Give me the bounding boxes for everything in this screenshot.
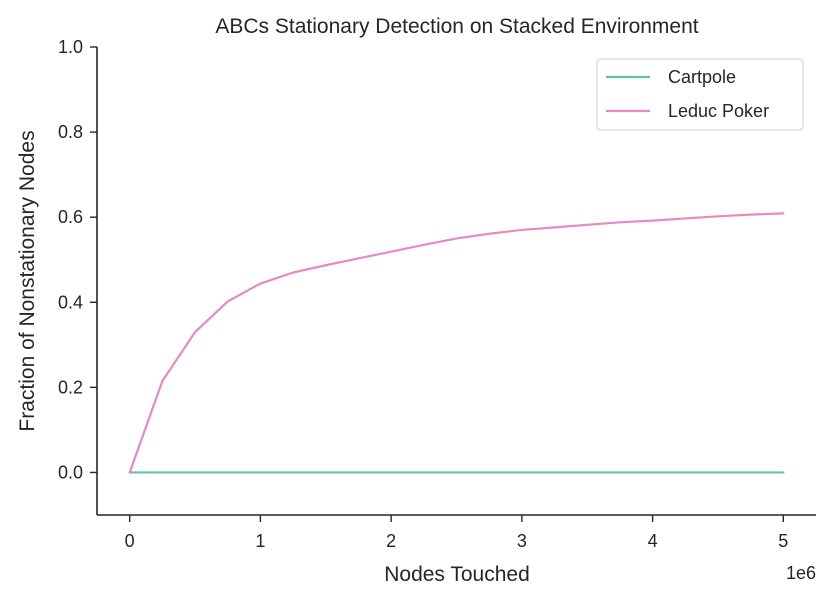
x-tick-label: 0	[125, 531, 135, 551]
x-ticks: 0 1 2 3 4 5	[125, 515, 788, 551]
x-tick-label: 2	[386, 531, 396, 551]
y-ticks: 0.0 0.2 0.4 0.6 0.8 1.0	[58, 37, 97, 482]
y-tick-label: 1.0	[58, 37, 83, 57]
x-tick-label: 5	[778, 531, 788, 551]
y-tick-label: 0.4	[58, 292, 83, 312]
x-tick-label: 4	[648, 531, 658, 551]
y-tick-label: 0.6	[58, 207, 83, 227]
legend-label: Leduc Poker	[668, 101, 769, 121]
x-axis-label: Nodes Touched	[384, 563, 530, 586]
plot-area	[128, 212, 785, 474]
series-line-leduc-poker	[128, 212, 785, 474]
y-tick-label: 0.2	[58, 377, 83, 397]
chart-title: ABCs Stationary Detection on Stacked Env…	[215, 15, 698, 38]
y-tick-label: 0.8	[58, 122, 83, 142]
x-tick-label: 1	[255, 531, 265, 551]
legend-label: Cartpole	[668, 67, 736, 87]
x-offset-label: 1e6	[786, 563, 816, 583]
legend: Cartpole Leduc Poker	[596, 58, 804, 131]
y-tick-label: 0.0	[58, 462, 83, 482]
x-tick-label: 3	[517, 531, 527, 551]
y-axis-label: Fraction of Nonstationary Nodes	[16, 130, 39, 431]
